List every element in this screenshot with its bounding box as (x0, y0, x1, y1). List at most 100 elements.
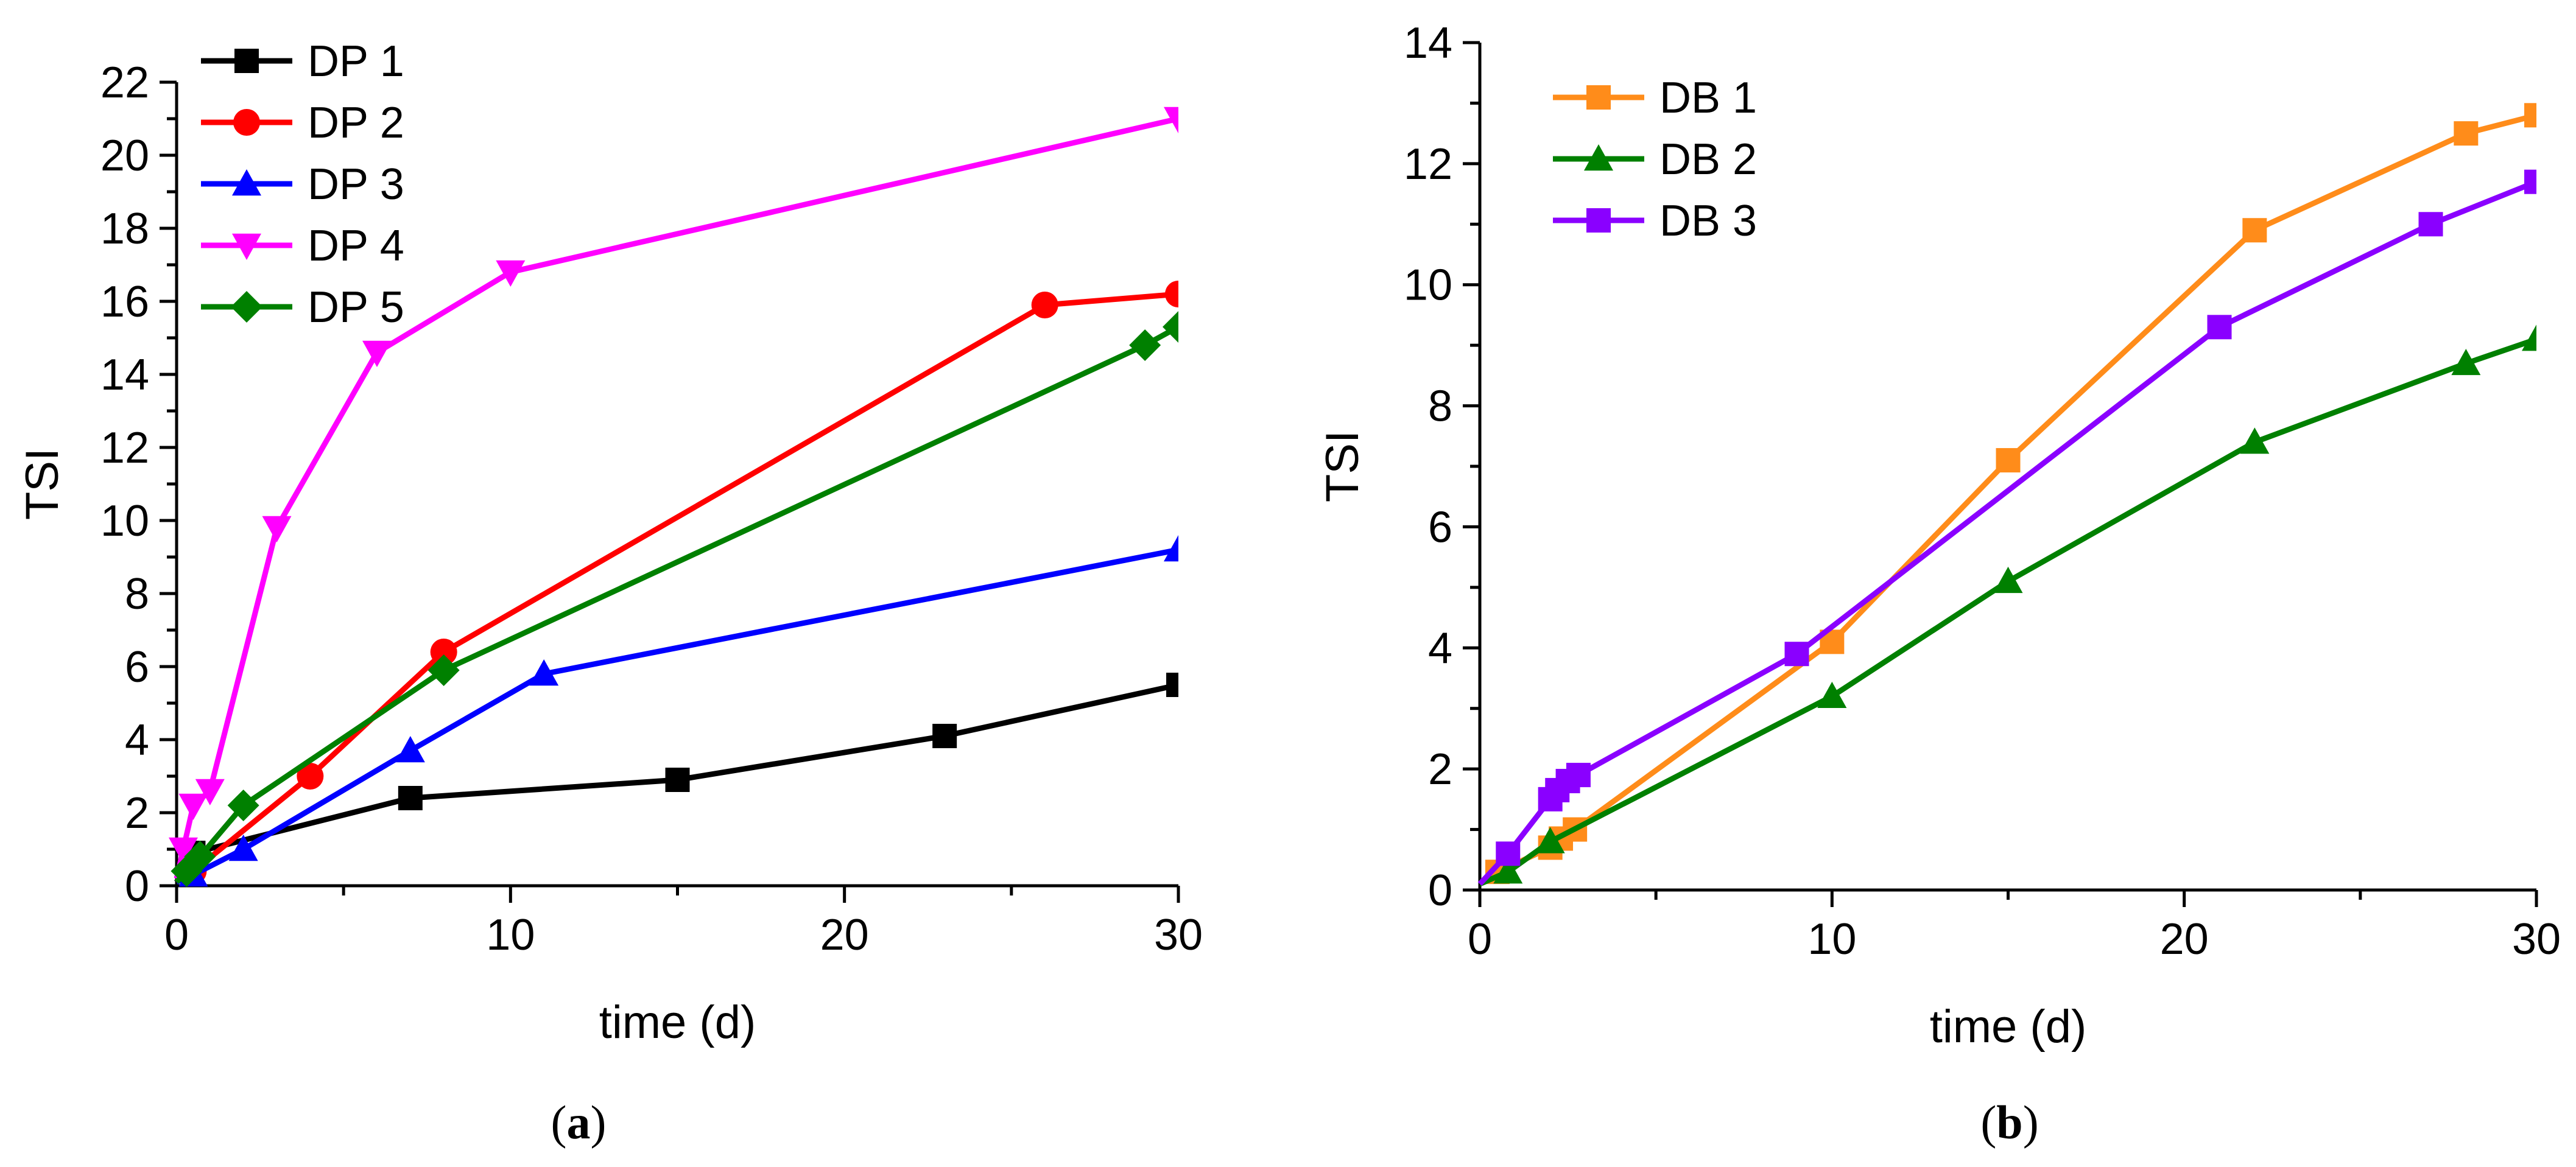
series-line (1477, 179, 2536, 886)
y-tick-label: 8 (1428, 382, 1452, 431)
series-dp-3 (175, 535, 1178, 887)
data-point (398, 786, 423, 810)
y-tick-label: 2 (1428, 745, 1452, 794)
data-point (1566, 763, 1591, 788)
series-db-2 (1479, 324, 2536, 887)
caption-part: ) (2023, 1096, 2039, 1149)
data-point (529, 659, 559, 686)
data-point (2242, 218, 2267, 243)
x-tick-label: 20 (820, 911, 869, 959)
legend-swatch-marker (232, 233, 261, 260)
legend-label: DP 5 (308, 283, 404, 332)
legend-swatch-marker (1584, 144, 1613, 171)
y-tick-label: 14 (1404, 19, 1452, 68)
y-tick-label: 0 (125, 862, 149, 911)
x-axis-label: time (d) (599, 997, 756, 1048)
data-point (227, 790, 259, 821)
legend-label: DP 4 (308, 222, 404, 270)
y-tick-label: 8 (125, 570, 149, 619)
data-point (1817, 681, 1847, 709)
y-tick-label: 6 (125, 643, 149, 692)
series-db-3 (1477, 169, 2536, 886)
legend-label: DP 3 (308, 160, 404, 209)
caption-part: ( (1980, 1096, 1996, 1149)
data-point (168, 837, 198, 864)
caption-part: a (567, 1096, 591, 1149)
y-tick-label: 22 (100, 58, 149, 107)
legend-swatch-marker (232, 169, 261, 196)
chart-panel-b: 0 10 20 30 0 2 4 6 8 10 12 14 time (d) TSI DB 1 DB 2 DB … (1317, 19, 2561, 1149)
data-point (395, 736, 425, 763)
y-axis-label: TSI (1317, 430, 1368, 502)
y-tick-label: 4 (1428, 624, 1452, 673)
data-point (1165, 281, 1178, 307)
x-tick-label: 10 (486, 911, 535, 959)
data-point (297, 763, 324, 790)
legend-label: DB 1 (1659, 74, 1757, 122)
data-point (262, 516, 292, 542)
data-point (665, 768, 690, 792)
series-dp-1 (174, 673, 1178, 884)
series-line (1479, 336, 2536, 887)
panel-caption: (a) (551, 1096, 607, 1149)
data-point (2522, 324, 2536, 351)
data-point (1993, 566, 2023, 594)
legend-swatch-marker (1586, 85, 1611, 110)
y-tick-label: 10 (100, 497, 149, 545)
data-point (362, 340, 392, 367)
data-point (1164, 535, 1178, 562)
legend-label: DP 1 (308, 37, 404, 86)
legend-swatch-marker (233, 109, 260, 136)
y-tick-label: 4 (125, 716, 149, 765)
y-tick-label: 20 (100, 131, 149, 180)
data-point (2451, 348, 2481, 376)
data-point (1496, 841, 1521, 866)
x-tick-label: 30 (1154, 911, 1203, 959)
caption-part: ) (591, 1096, 607, 1149)
data-point (178, 793, 208, 820)
x-axis-label: time (d) (1930, 1001, 2087, 1053)
y-tick-label: 6 (1428, 503, 1452, 552)
data-point (2240, 427, 2270, 454)
x-tick-label: 30 (2512, 915, 2561, 964)
x-tick-label: 10 (1807, 915, 1856, 964)
data-point (1163, 311, 1178, 343)
data-point (2524, 103, 2536, 128)
data-point (2207, 315, 2232, 340)
data-point (1166, 673, 1178, 697)
y-tick-label: 10 (1404, 261, 1452, 310)
data-point (496, 260, 526, 287)
data-point (184, 841, 216, 872)
series-dp-2 (175, 281, 1178, 885)
legend-label: DB 3 (1659, 197, 1757, 245)
data-point (2454, 121, 2479, 146)
x-tick-label: 0 (1468, 915, 1492, 964)
data-point (2524, 169, 2536, 194)
legend-swatch-marker (234, 49, 259, 73)
data-point (195, 779, 225, 805)
y-tick-label: 12 (1404, 140, 1452, 189)
y-tick-label: 2 (125, 789, 149, 838)
series-dp-5 (171, 311, 1178, 887)
y-axis-label: TSI (16, 448, 68, 520)
y-tick-label: 14 (100, 351, 149, 399)
caption-part: ( (551, 1096, 567, 1149)
legend-label: DP 2 (308, 99, 404, 147)
x-tick-label: 20 (2160, 915, 2209, 964)
data-point (1535, 827, 1565, 853)
caption-part: b (1996, 1096, 2022, 1149)
data-point (1164, 107, 1178, 133)
data-point (1031, 292, 1058, 318)
legend-swatch-marker (1586, 208, 1611, 233)
series-dp-4 (168, 107, 1178, 880)
data-point (1784, 642, 1809, 667)
data-point (228, 835, 258, 861)
chart-panel-a: 0 10 20 30 0 2 4 6 8 10 12 14 16 18 20 22 time (d) TSI DP … (16, 37, 1203, 1149)
y-tick-label: 16 (100, 278, 149, 326)
data-point (2418, 212, 2443, 237)
data-point (1493, 857, 1523, 884)
data-point (430, 639, 457, 665)
series-line (1478, 112, 2536, 886)
y-tick-label: 12 (100, 424, 149, 472)
